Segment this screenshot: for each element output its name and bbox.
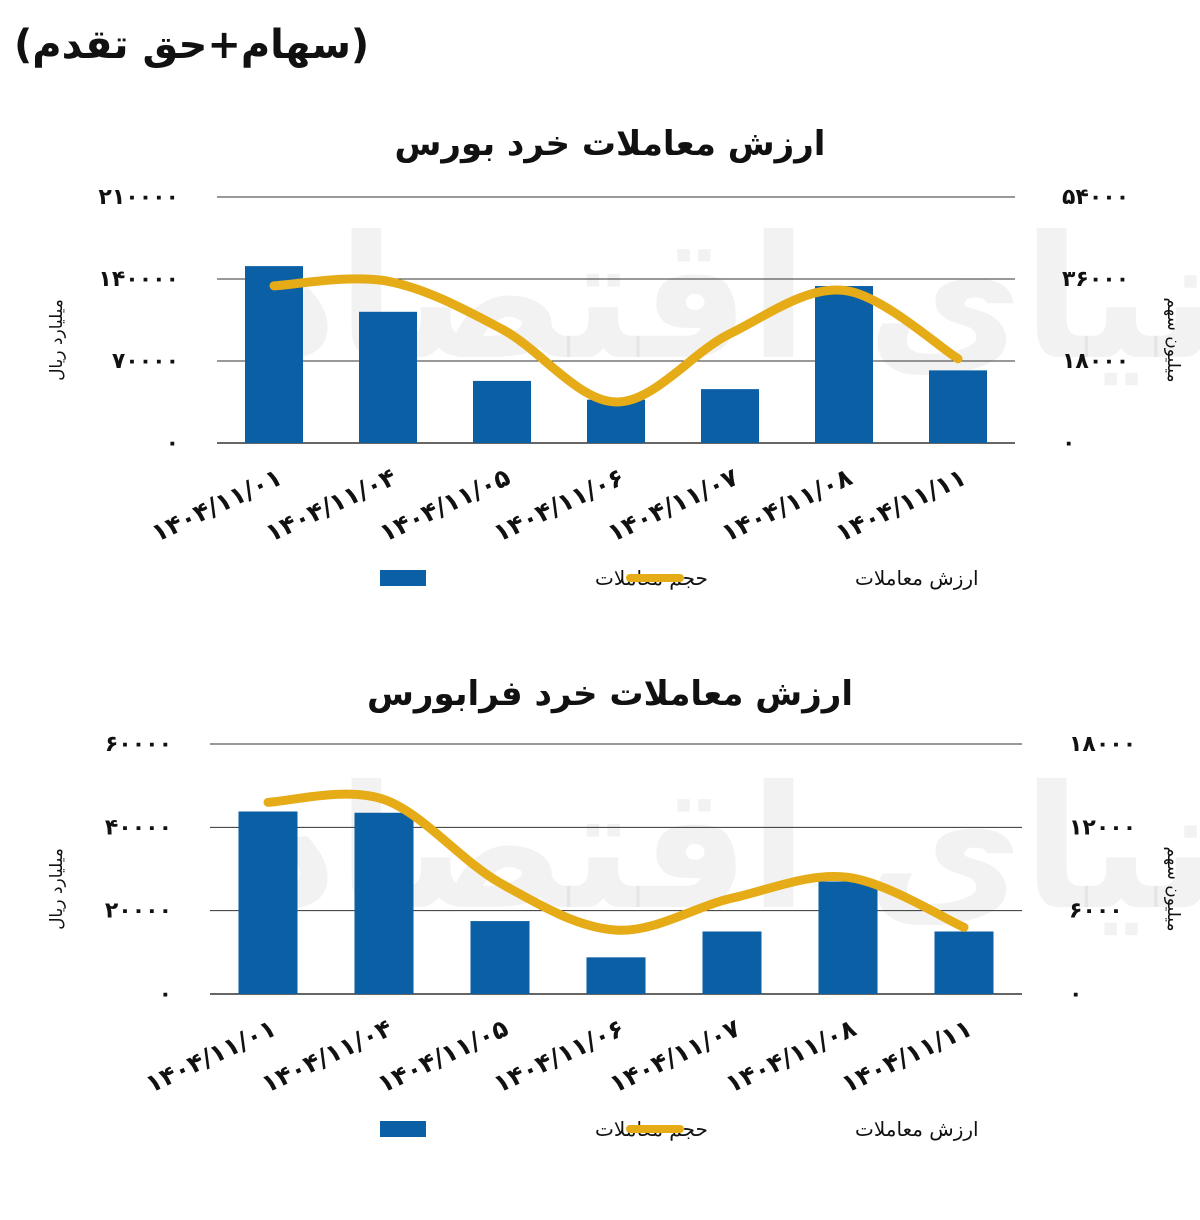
y-tick-label-right: ۱۲۰۰۰ [1069, 815, 1136, 840]
y-axis-title-right: میلیون سهم [1163, 297, 1183, 382]
page-title: (سهام+حق تقدم) [14, 22, 369, 68]
y-axis-title-left: میلیارد ریال [47, 848, 67, 930]
x-tick-label: ۱۴۰۴/۱۱/۰۸ [721, 1013, 860, 1099]
y-tick-label-right: ۱۸۰۰۰ [1062, 349, 1129, 374]
x-tick-label: ۱۴۰۴/۱۱/۰۷ [603, 462, 742, 548]
y-tick-label-right: ۳۶۰۰۰ [1062, 267, 1129, 292]
bar [587, 957, 646, 994]
x-tick-label: ۱۴۰۴/۱۱/۰۶ [489, 462, 628, 548]
x-tick-label: ۱۴۰۴/۱۱/۱۱ [837, 1013, 976, 1099]
bar [935, 932, 994, 995]
y-tick-label-right: ۵۴۰۰۰ [1062, 185, 1129, 210]
bar [471, 921, 530, 994]
y-tick-label-left: ۴۰۰۰۰ [105, 815, 172, 840]
y-tick-label-right: ۰ [1069, 982, 1082, 1007]
bar [703, 932, 762, 995]
bar [239, 812, 298, 995]
chart-title: ارزش معاملات خرد فرابورس [367, 674, 853, 714]
chart-title: ارزش معاملات خرد بورس [395, 124, 826, 164]
y-tick-label-left: ۰ [166, 431, 179, 456]
y-tick-label-right: ۶۰۰۰ [1069, 899, 1123, 924]
x-tick-label: ۱۴۰۴/۱۱/۰۴ [261, 462, 400, 548]
y-tick-label-right: ۱۸۰۰۰ [1069, 732, 1136, 757]
x-tick-label: ۱۴۰۴/۱۱/۰۷ [605, 1013, 744, 1099]
x-tick-label: ۱۴۰۴/۱۱/۱۱ [831, 462, 970, 548]
bar [819, 882, 878, 995]
bar [245, 266, 303, 443]
y-tick-label-left: ۷۰۰۰۰ [112, 349, 179, 374]
y-tick-label-left: ۲۰۰۰۰ [105, 899, 172, 924]
y-tick-label-right: ۰ [1062, 431, 1075, 456]
x-tick-label: ۱۴۰۴/۱۱/۰۵ [375, 462, 514, 548]
chart-bourse: دنیای اقتصاد ارزش معاملات خرد بورس۰۷۰۰۰۰… [0, 110, 1200, 670]
x-tick-label: ۱۴۰۴/۱۱/۰۴ [257, 1013, 396, 1099]
y-tick-label-left: ۰ [159, 982, 172, 1007]
x-tick-label: ۱۴۰۴/۱۱/۰۱ [141, 1013, 280, 1099]
x-tick-label: ۱۴۰۴/۱۱/۰۶ [489, 1013, 628, 1099]
y-axis-title-right: میلیون سهم [1163, 846, 1183, 931]
x-tick-label: ۱۴۰۴/۱۱/۰۱ [147, 462, 286, 548]
legend-swatch-bars [380, 1121, 426, 1137]
bar [701, 389, 759, 443]
bar [473, 381, 531, 443]
bar [929, 370, 987, 443]
chart-farabourse: دنیای اقتصاد ارزش معاملات خرد فرابورس۰۲۰… [0, 660, 1200, 1220]
x-tick-label: ۱۴۰۴/۱۱/۰۸ [717, 462, 856, 548]
y-tick-label-left: ۱۴۰۰۰۰ [98, 267, 179, 292]
y-axis-title-left: میلیارد ریال [47, 299, 67, 381]
chart-farabourse-svg: ارزش معاملات خرد فرابورس۰۲۰۰۰۰۴۰۰۰۰۶۰۰۰۰… [0, 660, 1200, 1180]
bar [355, 813, 414, 994]
legend-label-line: ارزش معاملات [855, 566, 979, 590]
x-tick-label: ۱۴۰۴/۱۱/۰۵ [373, 1013, 512, 1099]
legend-label-line: ارزش معاملات [855, 1117, 979, 1141]
legend-swatch-bars [380, 570, 426, 586]
bar [359, 312, 417, 443]
y-tick-label-left: ۲۱۰۰۰۰ [98, 185, 179, 210]
y-tick-label-left: ۶۰۰۰۰ [105, 732, 172, 757]
bar [815, 286, 873, 443]
chart-bourse-svg: ارزش معاملات خرد بورس ۰ ۷۰۰۰۰ ۱۴۰۰۰۰ ۲۱۰۰۰۰ ۰… [0, 110, 1200, 670]
